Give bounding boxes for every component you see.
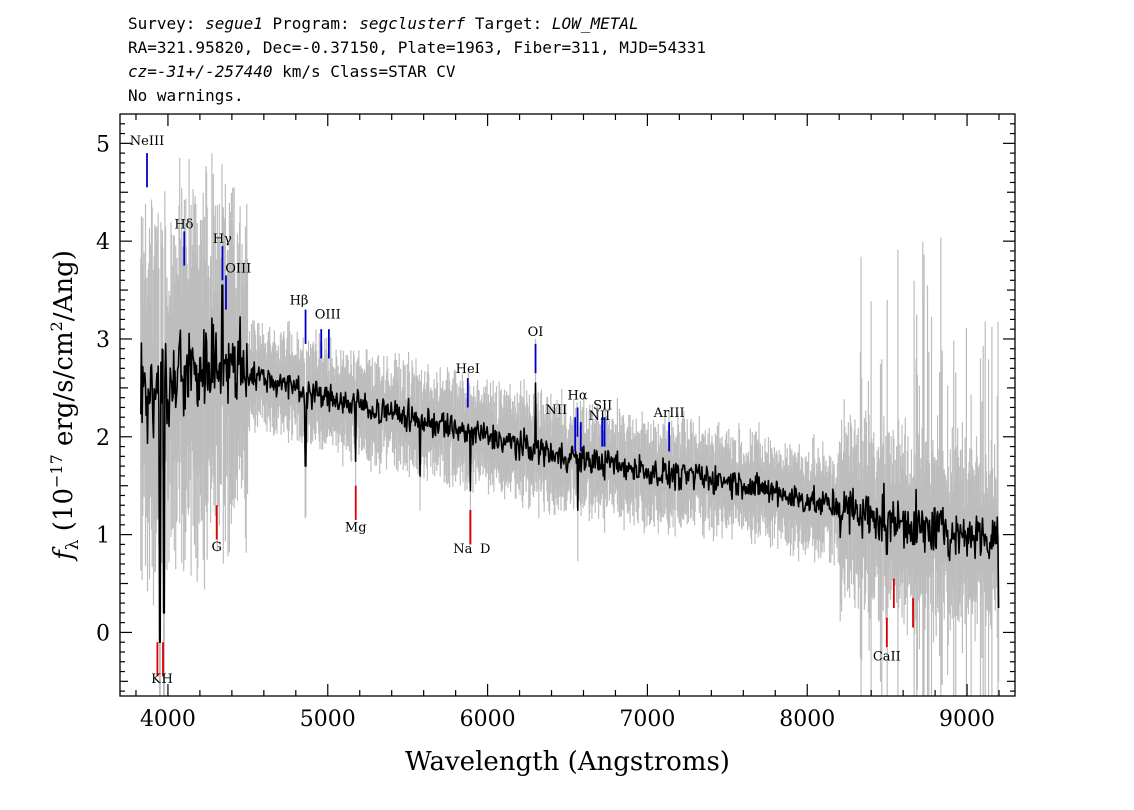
y-tick-label: 5 bbox=[96, 132, 110, 157]
emission-line-label: NeIII bbox=[130, 134, 164, 149]
target-value: LOW_METAL bbox=[551, 14, 639, 33]
absorption-line-label: D bbox=[480, 542, 490, 557]
x-tick-label: 6000 bbox=[460, 707, 516, 732]
absorption-line-label: H bbox=[161, 672, 172, 687]
emission-line-label: SII bbox=[593, 398, 612, 413]
emission-line-label: Hδ bbox=[174, 217, 193, 232]
emission-line-label: Hγ bbox=[213, 232, 232, 247]
emission-line-label: Hα bbox=[568, 389, 588, 404]
x-axis-label: Wavelength (Angstroms) bbox=[405, 747, 730, 777]
y-tick-label: 3 bbox=[96, 328, 110, 353]
axis-ticks: 4000 5000 6000 7000 8000 9000 0 1 2 3 4 5 bbox=[96, 114, 1015, 732]
x-tick-label: 4000 bbox=[140, 707, 196, 732]
y-tick-label: 4 bbox=[96, 230, 110, 255]
flux-line bbox=[140, 284, 1000, 643]
emission-line-label: HeI bbox=[456, 362, 480, 377]
emission-line-label: OIII bbox=[225, 261, 251, 276]
program-value: segclusterf bbox=[359, 14, 466, 33]
survey-value: segue1 bbox=[205, 14, 263, 33]
error-series bbox=[140, 153, 1000, 696]
header-line-3: cz=-31+/-257440 km/s Class=STAR CV bbox=[128, 62, 456, 81]
emission-line-label: OIII bbox=[315, 307, 341, 322]
emission-line-label: ArIII bbox=[653, 406, 685, 421]
class-text: km/s Class=STAR CV bbox=[272, 62, 456, 81]
header-line-2: RA=321.95820, Dec=-0.37150, Plate=1963, … bbox=[128, 38, 706, 57]
error-band bbox=[140, 153, 1000, 696]
y-tick-label: 1 bbox=[96, 524, 110, 549]
header-line-1: Survey: segue1 Program: segclusterf Targ… bbox=[128, 14, 639, 33]
target-label: Target: bbox=[474, 14, 543, 33]
redshift-value: cz=-31+/-257440 bbox=[128, 62, 273, 81]
y-tick-label: 0 bbox=[96, 621, 110, 646]
survey-label: Survey: bbox=[128, 14, 196, 33]
y-tick-label: 2 bbox=[96, 426, 110, 451]
emission-line-label: OI bbox=[528, 325, 544, 340]
emission-line-label: NII bbox=[589, 409, 611, 424]
x-tick-label: 8000 bbox=[779, 707, 835, 732]
absorption-line-label: Mg bbox=[345, 521, 367, 536]
flux-series bbox=[140, 284, 1000, 643]
x-tick-label: 5000 bbox=[300, 707, 356, 732]
absorption-line-label: G bbox=[211, 540, 221, 555]
plot-frame bbox=[119, 113, 1016, 697]
header-line-4: No warnings. bbox=[128, 86, 244, 105]
absorption-line-label: CaII bbox=[873, 650, 901, 665]
x-tick-label: 9000 bbox=[939, 707, 995, 732]
absorption-line-label: K bbox=[151, 672, 161, 687]
program-label: Program: bbox=[272, 14, 350, 33]
emission-line-label: Hβ bbox=[290, 294, 309, 309]
y-axis-label: fλ (10−17 erg/s/cm2/Ang) bbox=[47, 250, 83, 562]
x-tick-label: 7000 bbox=[619, 707, 675, 732]
absorption-line-label: Na bbox=[453, 542, 472, 557]
emission-line-label: NII bbox=[545, 403, 567, 418]
